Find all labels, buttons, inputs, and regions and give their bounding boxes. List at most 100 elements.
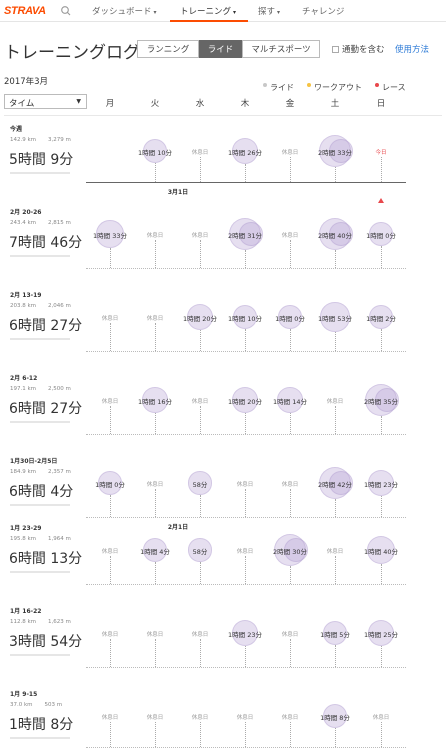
activity-duration[interactable]: 1時間 53分 — [318, 315, 352, 323]
activity-duration[interactable]: 1時間 33分 — [93, 232, 127, 240]
activity-duration[interactable]: 1時間 0分 — [275, 315, 305, 323]
activity-bubble[interactable] — [142, 387, 168, 413]
activity-bubble[interactable] — [231, 619, 259, 647]
nav-explore[interactable]: 探す ▾ — [258, 5, 280, 17]
activity-duration[interactable]: 2時間 35分 — [364, 398, 398, 406]
activity-duration[interactable]: 1時間 2分 — [366, 315, 396, 323]
activity-duration[interactable]: 1時間 5分 — [320, 631, 350, 639]
day-stem — [290, 722, 291, 747]
week-axis — [86, 584, 406, 585]
activity-bubble[interactable] — [322, 620, 348, 646]
activity-bubble[interactable] — [278, 305, 302, 329]
activity-bubble[interactable] — [320, 302, 350, 332]
weekday-header: 水 — [195, 99, 205, 109]
activity-duration[interactable]: 58分 — [192, 481, 208, 489]
activity-bubble[interactable] — [329, 139, 353, 163]
day-stem — [155, 639, 156, 667]
week-distance: 184.9 km — [10, 469, 37, 475]
activity-duration[interactable]: 1時間 23分 — [228, 631, 262, 639]
activity-bubble[interactable] — [277, 387, 303, 413]
weekday-header: 土 — [330, 99, 340, 109]
activity-duration[interactable]: 1時間 16分 — [138, 398, 172, 406]
activity-duration[interactable]: 1時間 20分 — [228, 398, 262, 406]
activity-bubble[interactable] — [143, 538, 167, 562]
activity-bubble[interactable] — [329, 222, 353, 246]
activity-bubble[interactable] — [367, 619, 395, 647]
activity-duration[interactable]: 1時間 10分 — [138, 149, 172, 157]
activity-bubble[interactable] — [284, 538, 308, 562]
nav-dashboard[interactable]: ダッシュボード ▾ — [92, 5, 157, 17]
nav-dashboard-label: ダッシュボード — [92, 7, 152, 17]
day-stem — [335, 167, 336, 182]
nav-challenges[interactable]: チャレンジ — [302, 7, 345, 17]
activity-duration[interactable]: 1時間 8分 — [320, 714, 350, 722]
week-elevation: 1,623 m — [48, 619, 71, 625]
activity-duration[interactable]: 1時間 10分 — [228, 315, 262, 323]
activity-duration[interactable]: 2時間 33分 — [318, 149, 352, 157]
activity-duration[interactable]: 1時間 25分 — [364, 631, 398, 639]
week-row: 2月 20-26 243.4 km 2,815 m 7時間 46分 1時間 33分 休息日… — [0, 205, 446, 288]
rest-day-label: 休息日 — [281, 482, 299, 488]
week-axis — [86, 268, 406, 269]
activity-duration[interactable]: 2時間 30分 — [273, 548, 307, 556]
activity-bubble[interactable] — [188, 471, 212, 495]
activity-bubble[interactable] — [232, 387, 258, 413]
week-distance: 243.4 km — [10, 220, 37, 226]
activity-bubble[interactable] — [369, 222, 393, 246]
week-distance: 203.8 km — [10, 303, 37, 309]
activity-duration[interactable]: 1時間 0分 — [366, 232, 396, 240]
nav-training[interactable]: トレーニング ▾ — [180, 5, 236, 17]
activity-bubble[interactable] — [329, 471, 353, 495]
activity-bubble[interactable] — [231, 137, 259, 165]
activity-bubble[interactable] — [367, 536, 395, 564]
day-stem — [245, 250, 246, 268]
activity-bubble[interactable] — [98, 471, 122, 495]
header-divider — [4, 115, 442, 116]
activity-bubble[interactable] — [232, 304, 258, 330]
activity-duration[interactable]: 1時間 4分 — [140, 548, 170, 556]
day-stem — [245, 646, 246, 667]
rest-day-label: 休息日 — [191, 632, 209, 638]
activity-duration[interactable]: 1時間 23分 — [364, 481, 398, 489]
activity-duration[interactable]: 1時間 26分 — [228, 149, 262, 157]
day-stem — [381, 416, 382, 434]
activity-duration[interactable]: 1時間 0分 — [95, 481, 125, 489]
day-stem — [381, 496, 382, 517]
commute-checkbox[interactable] — [332, 45, 339, 53]
activity-bubble[interactable] — [188, 538, 212, 562]
activity-duration[interactable]: 1時間 40分 — [364, 548, 398, 556]
activity-duration[interactable]: 2時間 31分 — [228, 232, 262, 240]
activity-duration[interactable]: 58分 — [192, 548, 208, 556]
rest-day-label: 休息日 — [146, 715, 164, 721]
week-axis — [86, 434, 406, 435]
day-stem — [381, 157, 382, 182]
activity-bubble[interactable] — [187, 304, 213, 330]
activity-duration[interactable]: 1時間 14分 — [273, 398, 307, 406]
weekday-header: 月 — [105, 99, 115, 109]
usage-link[interactable]: 使用方法 — [395, 45, 430, 55]
tab-running[interactable]: ランニング — [137, 40, 199, 58]
activity-bubble[interactable] — [369, 305, 393, 329]
activity-bubble[interactable] — [142, 138, 168, 164]
activity-bubble[interactable] — [367, 469, 395, 497]
weekday-header: 日 — [376, 99, 386, 109]
tab-ride[interactable]: ライド — [199, 40, 242, 58]
activity-duration[interactable]: 1時間 20分 — [183, 315, 217, 323]
search-icon[interactable] — [60, 5, 72, 17]
metric-select[interactable]: タイム ▼ — [4, 94, 87, 109]
activity-bubble[interactable] — [322, 703, 348, 729]
activity-duration[interactable]: 2時間 42分 — [318, 481, 352, 489]
strava-logo[interactable]: STRAVA — [4, 5, 46, 17]
tab-multisport[interactable]: マルチスポーツ — [242, 40, 320, 58]
day-stem — [200, 240, 201, 268]
day-stem — [110, 556, 111, 584]
activity-bubble[interactable] — [96, 220, 124, 248]
activity-bubble[interactable] — [375, 388, 399, 412]
activity-duration[interactable]: 2時間 40分 — [318, 232, 352, 240]
rest-day-label: 休息日 — [101, 549, 119, 555]
day-stem — [335, 499, 336, 517]
activity-bubble[interactable] — [239, 222, 263, 246]
commute-toggle[interactable]: 通勤を含む — [332, 43, 385, 55]
week-stats: 243.4 km 2,815 m — [10, 220, 83, 226]
rest-day-label: 休息日 — [191, 150, 209, 156]
